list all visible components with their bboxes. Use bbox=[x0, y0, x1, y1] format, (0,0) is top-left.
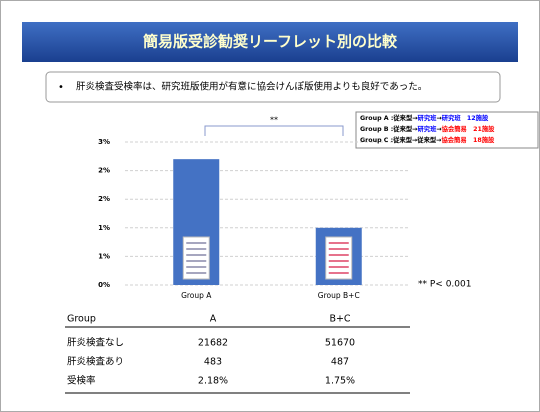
group-legend-entry: Group A :従来型→研究班→研究班 12施設 bbox=[360, 113, 489, 122]
legend-part: 18施設 bbox=[467, 135, 495, 144]
y-tick-label: 1% bbox=[98, 224, 110, 232]
bullet-text: 肝炎検査受検率は、研究班版使用が有意に協会けんぽ版使用よりも良好であった。 bbox=[76, 81, 427, 93]
table-cell: 487 bbox=[331, 357, 349, 368]
y-tick-label: 0% bbox=[98, 281, 110, 289]
p-value-note: ** P< 0.001 bbox=[418, 280, 471, 290]
annotation: ** bbox=[270, 116, 278, 125]
table-cell: 51670 bbox=[325, 338, 355, 349]
table-cell: 2.18% bbox=[198, 376, 228, 387]
legend-part: Group B :従来型→ bbox=[360, 124, 417, 133]
table-cell: 1.75% bbox=[325, 376, 355, 387]
legend-part: 研究班 bbox=[417, 124, 437, 133]
legend-part: 協会簡易 bbox=[442, 124, 467, 133]
table-cell: 肝炎検査あり bbox=[67, 356, 124, 368]
legend-part: 協会簡易 bbox=[441, 135, 466, 144]
legend-part: Group A :従来型→ bbox=[360, 113, 418, 122]
table-cell: 21682 bbox=[198, 338, 228, 349]
slide: 簡易版受診勧奨リーフレット別の比較 • 肝炎検査受検率は、研究班版使用が有意に協… bbox=[0, 0, 540, 412]
table-cell: 肝炎検査なし bbox=[67, 337, 124, 349]
legend-part: Group C :従来型→従来型→ bbox=[360, 135, 441, 144]
legend-part: 研究班 bbox=[418, 113, 438, 122]
legend-part: 研究班 bbox=[442, 113, 462, 122]
legend-part: 12施設 bbox=[461, 113, 489, 122]
table-cell: 483 bbox=[204, 357, 222, 368]
y-tick-label: 2% bbox=[98, 195, 110, 203]
y-tick-label: 3% bbox=[98, 138, 110, 146]
slide-frame bbox=[1, 1, 540, 412]
table-header: Group bbox=[67, 314, 96, 325]
title: 簡易版受診勧奨リーフレット別の比較 bbox=[143, 33, 398, 51]
group-legend-entry: Group B :従来型→研究班→協会簡易 21施設 bbox=[360, 124, 495, 133]
table-header: A bbox=[210, 314, 217, 325]
y-tick-label: 2% bbox=[98, 167, 110, 175]
legend-part: 21施設 bbox=[467, 124, 495, 133]
table-header: B+C bbox=[329, 314, 350, 325]
y-tick-label: 1% bbox=[98, 252, 110, 260]
x-tick-label: Group B+C bbox=[318, 291, 360, 300]
group-legend-entry: Group C :従来型→従来型→協会簡易 18施設 bbox=[360, 135, 495, 144]
table-cell: 受検率 bbox=[67, 375, 96, 387]
x-tick-label: Group A bbox=[181, 291, 212, 300]
bullet-dot: • bbox=[58, 82, 64, 93]
